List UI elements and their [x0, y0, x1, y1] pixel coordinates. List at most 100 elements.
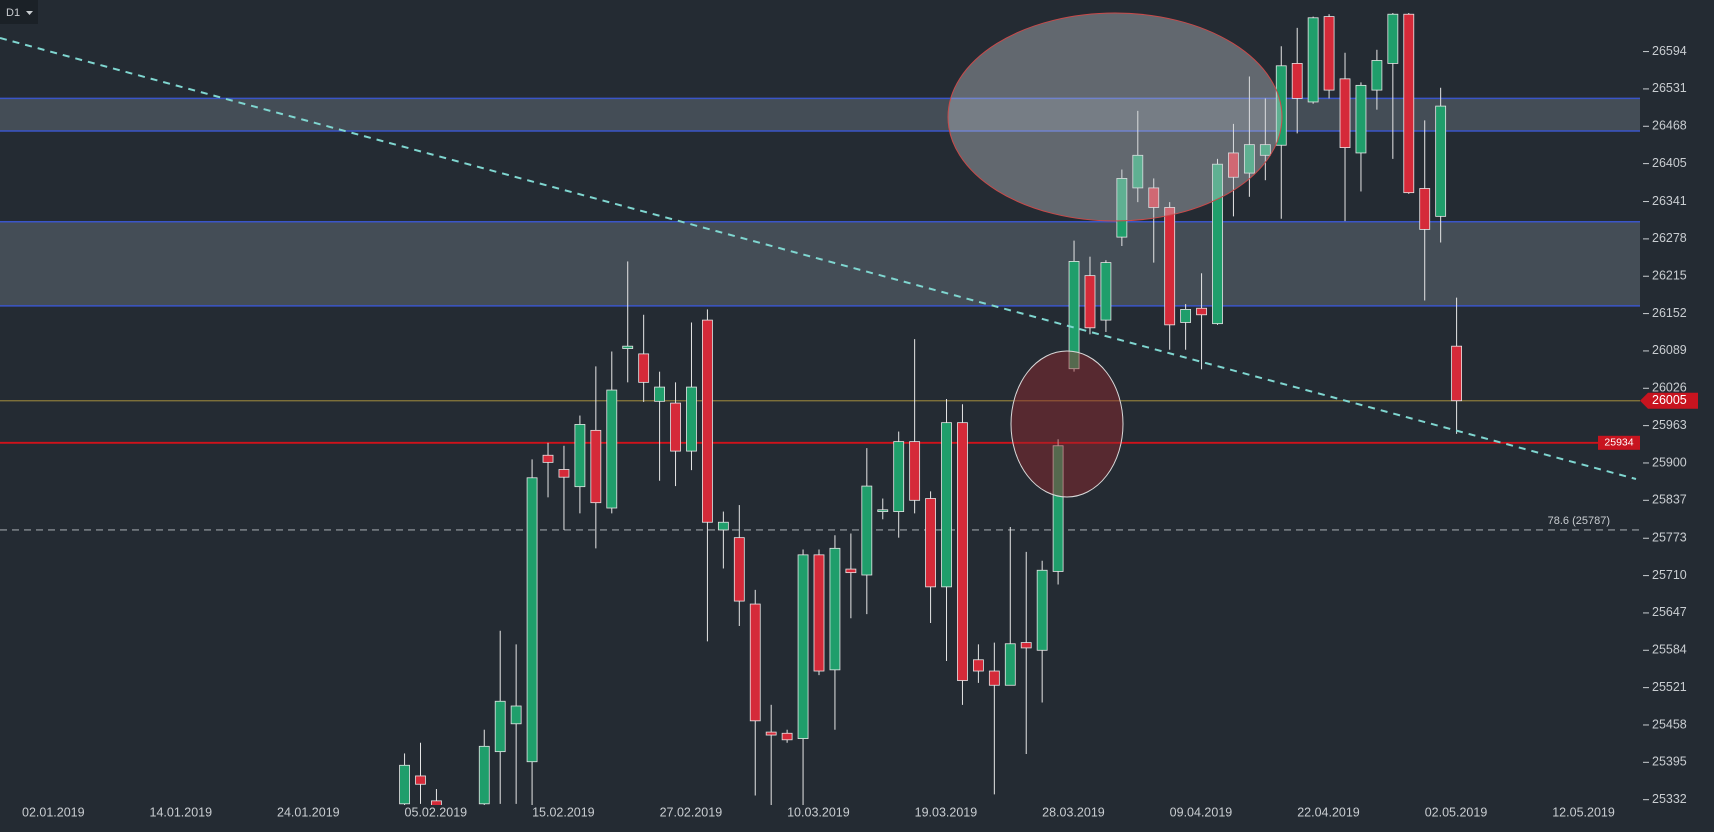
- trend-line: [0, 37, 1637, 480]
- candle-body: [638, 353, 650, 383]
- candle-body: [1164, 207, 1176, 326]
- ellipse-top: [947, 12, 1283, 222]
- candle-body: [1116, 178, 1128, 238]
- candle-body: [686, 386, 697, 452]
- candle-body: [526, 477, 538, 763]
- candle-body: [574, 424, 586, 488]
- price-tag-label: 26005: [1652, 393, 1687, 407]
- candle-body: [1228, 152, 1239, 178]
- ellipse-bottom: [1010, 350, 1124, 498]
- candle-body: [749, 603, 761, 722]
- candle-body: [622, 345, 634, 349]
- candle-body: [1020, 642, 1032, 649]
- x-tick-label: 24.01.2019: [277, 805, 340, 819]
- candle-body: [415, 775, 426, 785]
- y-tick-label: 25963: [1652, 418, 1687, 432]
- x-tick-label: 09.04.2019: [1170, 805, 1233, 819]
- candle-body: [431, 800, 442, 805]
- x-tick-label: 15.02.2019: [532, 805, 595, 819]
- candle-body: [1036, 569, 1048, 651]
- timeframe-label[interactable]: D1: [6, 7, 20, 19]
- candle-body: [1435, 105, 1447, 217]
- candle-body: [510, 705, 522, 725]
- x-tick-label: 02.01.2019: [22, 805, 85, 819]
- candle-body: [988, 670, 1000, 686]
- candle-body: [733, 537, 745, 602]
- timeframe-selector[interactable]: D1: [0, 0, 38, 24]
- candle-body: [542, 454, 554, 463]
- x-tick-label: 28.03.2019: [1042, 805, 1105, 819]
- candle-body: [1084, 275, 1096, 329]
- candle-body: [654, 386, 665, 402]
- candle-body: [973, 659, 984, 672]
- y-tick-label: 26594: [1652, 44, 1687, 58]
- y-tick-label: 25647: [1652, 605, 1687, 619]
- x-tick-label: 10.03.2019: [787, 805, 850, 819]
- fib-label: 78.6 (25787): [1548, 515, 1610, 527]
- y-tick-label: 25395: [1652, 755, 1687, 769]
- candle-body: [1180, 309, 1192, 323]
- candle-body: [877, 509, 889, 512]
- y-tick-label: 25584: [1652, 643, 1687, 657]
- candle-body: [1403, 13, 1415, 194]
- candle-body: [893, 441, 905, 512]
- candle-body: [765, 731, 777, 736]
- candle-body: [558, 469, 570, 478]
- x-tick-label: 12.05.2019: [1552, 805, 1615, 819]
- x-tick-label: 05.02.2019: [405, 805, 468, 819]
- price-tag-label: 25934: [1604, 437, 1633, 449]
- zone: [0, 98, 1640, 132]
- y-tick-label: 26026: [1652, 381, 1687, 395]
- candle-body: [829, 547, 841, 671]
- y-tick-label: 25710: [1652, 568, 1687, 582]
- y-tick-label: 25900: [1652, 455, 1687, 469]
- candle-body: [399, 764, 410, 805]
- y-tick-label: 26089: [1652, 343, 1687, 357]
- candle-body: [670, 402, 681, 452]
- drawings: [0, 12, 1637, 498]
- candle-body: [797, 554, 809, 740]
- candle-body: [1291, 63, 1303, 99]
- axes: 78.6 (25787) 25332 25395 25458 25521 25584 256…: [22, 44, 1698, 819]
- candle-body: [1259, 144, 1271, 156]
- x-tick-label: 02.05.2019: [1425, 805, 1488, 819]
- candle-body: [1307, 17, 1319, 103]
- y-tick-label: 25521: [1652, 680, 1687, 694]
- candle-body: [590, 429, 602, 504]
- candle-body: [1387, 13, 1399, 64]
- candle-body: [1100, 262, 1112, 321]
- candle-body: [1148, 187, 1160, 208]
- zone: [0, 221, 1640, 306]
- y-tick-label: 26405: [1652, 156, 1687, 170]
- candle-body: [1212, 163, 1223, 325]
- candle-body: [494, 700, 506, 753]
- candle-body: [813, 554, 825, 672]
- candle-body: [1339, 78, 1351, 149]
- candle-body: [1196, 307, 1207, 316]
- candle-body: [702, 319, 713, 523]
- candle-body: [845, 568, 857, 574]
- candle-body: [941, 422, 952, 588]
- x-tick-label: 27.02.2019: [660, 805, 723, 819]
- x-tick-label: 19.03.2019: [915, 805, 978, 819]
- y-tick-label: 25332: [1652, 792, 1687, 806]
- y-tick-label: 26278: [1652, 231, 1687, 245]
- dropdown-arrow[interactable]: [26, 11, 33, 15]
- candle-body: [1451, 345, 1462, 402]
- y-tick-label: 25837: [1652, 493, 1687, 507]
- candle-body: [1419, 188, 1431, 230]
- candle-body: [957, 422, 968, 681]
- candle-body: [925, 498, 936, 588]
- candle-body: [1004, 643, 1016, 686]
- candle-body: [717, 521, 729, 531]
- candle-body: [1132, 154, 1144, 189]
- y-tick-label: 26531: [1652, 81, 1687, 95]
- candle-body: [781, 732, 793, 741]
- x-tick-label: 14.01.2019: [150, 805, 213, 819]
- candle-body: [606, 389, 618, 509]
- candle-body: [1068, 261, 1080, 370]
- candle-body: [1371, 60, 1383, 91]
- y-tick-label: 26468: [1652, 119, 1687, 133]
